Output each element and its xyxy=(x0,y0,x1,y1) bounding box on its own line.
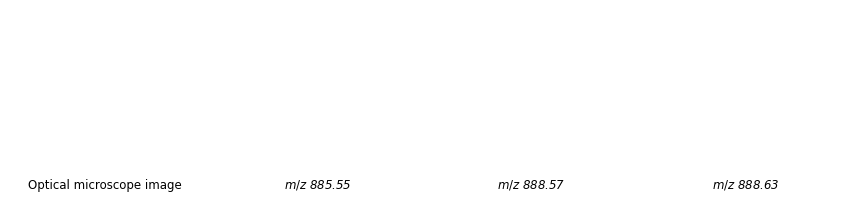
Text: Optical microscope image: Optical microscope image xyxy=(28,178,182,191)
Text: $m/z$ 888.57: $m/z$ 888.57 xyxy=(496,177,565,191)
Text: $m/z$ 888.63: $m/z$ 888.63 xyxy=(711,177,779,191)
Text: $m/z$ 885.55: $m/z$ 885.55 xyxy=(283,177,351,191)
